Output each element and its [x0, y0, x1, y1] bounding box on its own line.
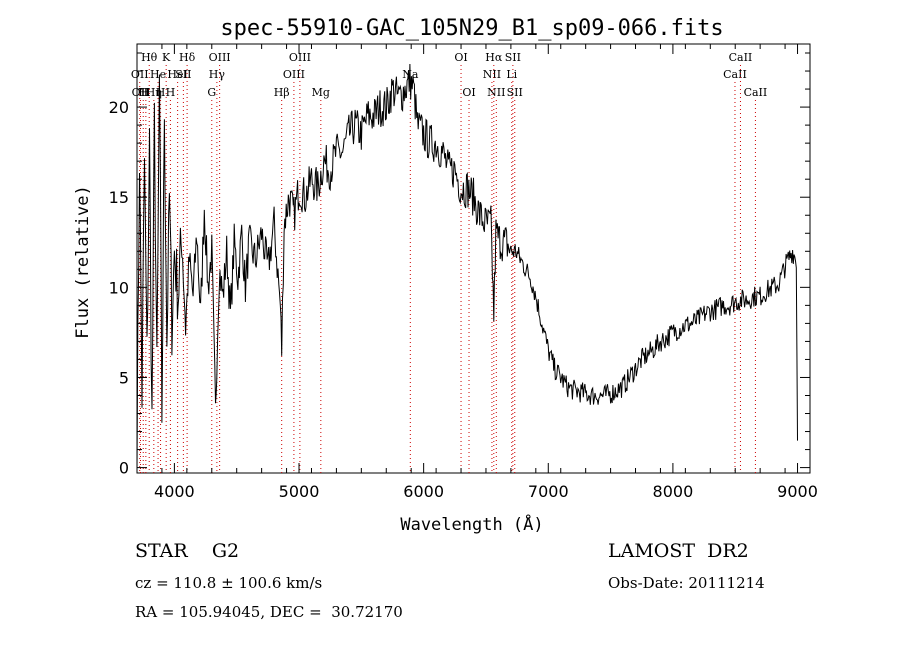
y-tick-label: 20 [109, 98, 129, 117]
series-layer [136, 63, 798, 472]
survey-name: LAMOST DR2 [608, 540, 749, 562]
object-class: STAR G2 [135, 540, 240, 562]
line-marker-label: OII [131, 68, 149, 81]
line-marker-label: Hβ [274, 86, 290, 99]
redshift-text: cz = 110.8 ± 100.6 km/s [135, 574, 323, 592]
y-axis-label: Flux (relative) [73, 185, 93, 339]
line-marker-label: OII [132, 86, 150, 99]
line-markers: OIIOIIHHHθHηHeHKHHeISIIHδGHγOIIIHβOIIIOI… [131, 51, 767, 473]
line-marker-label: NII [487, 86, 505, 99]
x-axis-label: Wavelength (Å) [400, 513, 543, 535]
x-tick-label: 9000 [777, 482, 818, 501]
line-marker-label: OIII [289, 51, 311, 64]
line-marker-label: OI [462, 86, 475, 99]
line-marker-label: OI [454, 51, 467, 64]
line-marker-label: Hη [146, 86, 162, 99]
x-tick-label: 6000 [403, 482, 444, 501]
line-marker-label: OIII [283, 68, 305, 81]
line-marker-label: NII [483, 68, 501, 81]
line-marker-label: OIII [209, 51, 231, 64]
y-tick-label: 10 [109, 278, 129, 297]
line-marker-label: G [207, 86, 216, 99]
line-marker-label: H [138, 86, 148, 99]
line-marker-label: SII [505, 51, 521, 64]
spectrum-line [136, 63, 798, 472]
plot-frame [136, 43, 811, 474]
line-marker-label: He [150, 68, 166, 81]
line-marker-label: HeI [167, 68, 187, 81]
line-marker-label: SII [175, 68, 191, 81]
line-marker-label: SII [507, 86, 523, 99]
x-tick-label: 8000 [653, 482, 694, 501]
line-marker-label: CaII [723, 68, 747, 81]
coordinates: RA = 105.94045, DEC = 30.72170 [135, 603, 403, 621]
line-marker-label: Hδ [179, 51, 196, 64]
line-marker-label: H [156, 86, 166, 99]
line-marker-label: Li [506, 68, 517, 81]
line-marker-label: H [166, 86, 176, 99]
y-tick-label: 5 [119, 368, 129, 387]
line-marker-label: Hα [485, 51, 503, 64]
line-marker-label: CaII [729, 51, 753, 64]
x-tick-label: 7000 [528, 482, 569, 501]
x-tick-label: 5000 [279, 482, 320, 501]
line-marker-label: K [162, 51, 171, 64]
line-marker-label: Hθ [141, 51, 158, 64]
obs-date: Obs-Date: 20111214 [608, 574, 765, 592]
line-marker-label: Hγ [209, 68, 226, 81]
chart-title: spec-55910-GAC_105N29_B1_sp09-066.fits [220, 16, 723, 41]
y-tick-label: 15 [109, 188, 129, 207]
x-tick-label: 4000 [154, 482, 195, 501]
y-tick-label: 0 [119, 459, 129, 478]
line-marker-label: H [141, 86, 151, 99]
axis-ticks: 4000 5000 6000 7000 8000 9000 0 5 10 15 20 [109, 44, 818, 501]
line-marker-label: CaII [744, 86, 768, 99]
line-marker-label: Mg [312, 86, 330, 99]
